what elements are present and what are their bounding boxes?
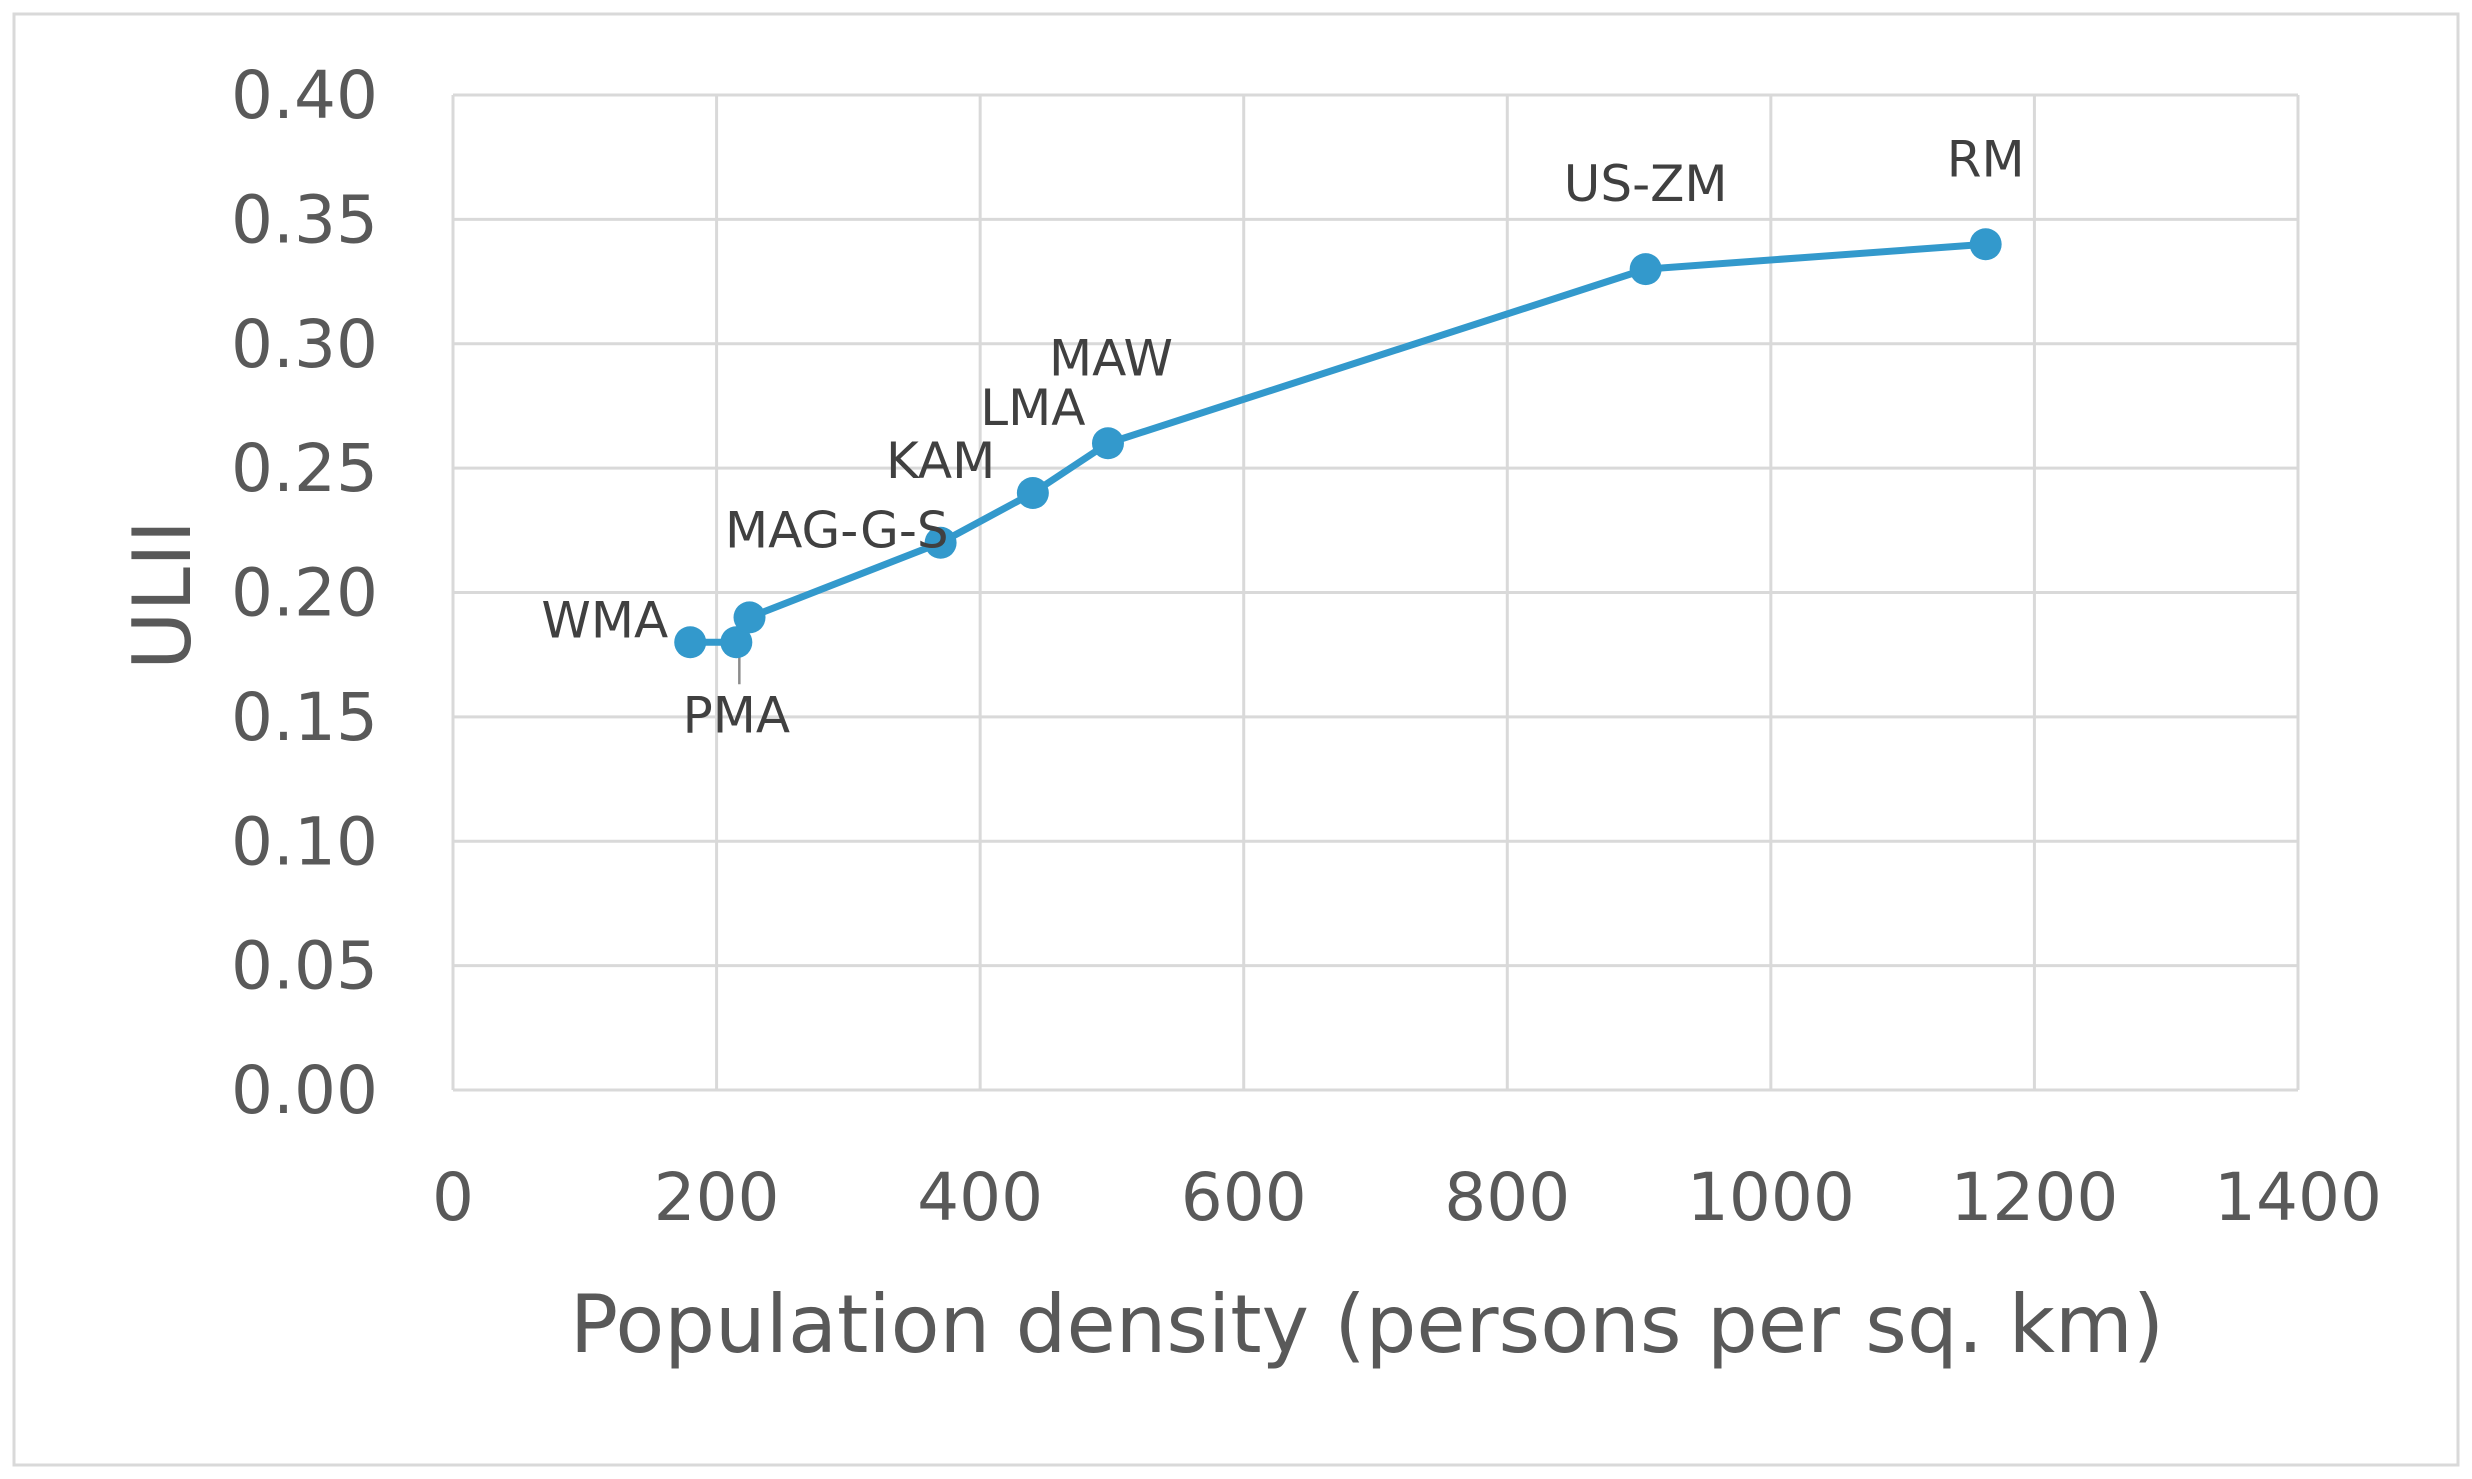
x-tick-label: 1000: [1687, 1159, 1855, 1236]
y-tick-label: 0.20: [231, 555, 378, 632]
x-axis-title: Population density (persons per sq. km): [570, 1278, 2164, 1371]
y-tick-label: 0.30: [231, 306, 378, 383]
data-label-rm: RM: [1947, 130, 2025, 188]
data-label-wma: WMA: [541, 591, 668, 649]
y-tick-label: 0.40: [231, 57, 378, 134]
data-point-rm: [1969, 228, 2002, 261]
x-tick-label: 1200: [1950, 1159, 2118, 1236]
y-tick-label: 0.05: [231, 928, 378, 1005]
data-point-pma: [720, 626, 753, 659]
gridlines: [451, 93, 2300, 1092]
y-tick-label: 0.00: [231, 1052, 378, 1129]
x-tick-label: 1400: [2214, 1159, 2382, 1236]
chart-frame: [12, 12, 2460, 1467]
data-point-maw: [1091, 427, 1124, 460]
data-label-lma: LMA: [980, 379, 1085, 437]
data-label-mag-g-s: MAG-G-S: [725, 501, 949, 559]
data-label-kam: KAM: [886, 432, 995, 490]
data-label-pma: PMA: [683, 686, 791, 744]
data-point-us-zm: [1629, 253, 1662, 286]
x-tick-label: 200: [654, 1159, 780, 1236]
data-points: [674, 228, 2002, 659]
y-axis-title: ULII: [116, 520, 209, 670]
x-tick-label: 400: [917, 1159, 1043, 1236]
x-axis-ticks: 0 200 400 600 800 1000 1200 1400: [432, 1159, 2382, 1236]
y-tick-label: 0.25: [231, 430, 378, 507]
y-tick-label: 0.15: [231, 679, 378, 756]
data-label-maw: MAW: [1049, 329, 1173, 387]
data-label-us-zm: US-ZM: [1564, 155, 1728, 213]
data-point-wma: [674, 626, 707, 659]
x-tick-label: 800: [1444, 1159, 1570, 1236]
x-tick-label: 0: [432, 1159, 474, 1236]
y-tick-label: 0.10: [231, 803, 378, 880]
data-point-kam: [924, 526, 957, 559]
x-tick-label: 600: [1181, 1159, 1307, 1236]
y-axis-ticks: 0.00 0.05 0.10 0.15 0.20 0.25 0.30 0.35 0.40: [231, 57, 378, 1129]
y-tick-label: 0.35: [231, 181, 378, 258]
data-point-lma: [1016, 477, 1049, 509]
data-point-mag-g-s: [733, 601, 766, 634]
